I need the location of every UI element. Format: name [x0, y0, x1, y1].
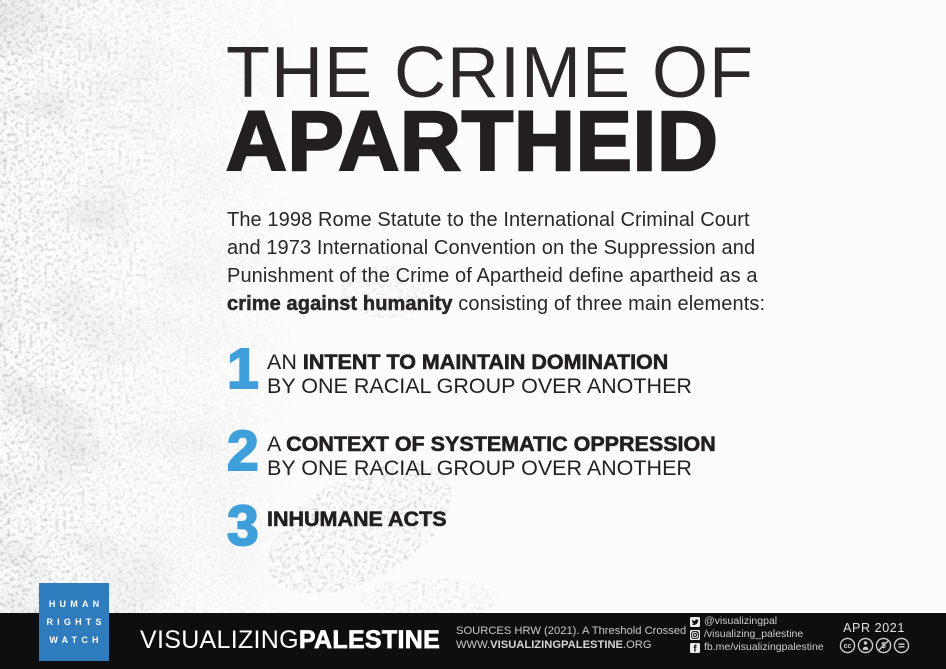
item-number: 3 — [226, 494, 260, 558]
item-text: AN INTENT TO MAINTAIN DOMINATION BY ONE … — [267, 345, 692, 398]
item-line-2: BY ONE RACIAL GROUP OVER ANOTHER — [267, 456, 692, 480]
item-text: A CONTEXT OF SYSTEMATIC OPPRESSION BY ON… — [267, 427, 716, 480]
list-item-3: 3 INHUMANE ACTS — [226, 494, 447, 558]
sources-line: SOURCES HRW (2021). A Threshold Crossed — [456, 625, 687, 637]
visualizing-palestine-logo: VISUALIZINGPALESTINE — [140, 626, 441, 654]
facebook-handle: fb.me/visualizingpalestine — [704, 641, 824, 654]
twitter-handle: @visualizingpal — [704, 615, 778, 628]
intro-line: and 1973 International Convention on the… — [227, 237, 756, 259]
social-row-instagram: /visualizing_palestine — [690, 629, 824, 641]
intro-bold-phrase: crime against humanity — [227, 293, 453, 316]
item-number: 1 — [226, 337, 260, 401]
license-block: APR 2021 cc $ — [834, 621, 914, 654]
intro-line: Punishment of the Crime of Apartheid def… — [227, 265, 758, 287]
social-row-twitter: @visualizingpal — [690, 616, 824, 628]
cc-icon: cc — [839, 637, 855, 654]
intro-line: crime against humanity consisting of thr… — [227, 290, 765, 318]
item-lead: A — [267, 432, 287, 456]
brand-bold: PALESTINE — [298, 626, 441, 654]
item-lead: AN — [267, 350, 303, 374]
nd-icon — [893, 637, 909, 654]
creative-commons-icons: cc $ — [834, 637, 914, 654]
instagram-handle: /visualizing_palestine — [704, 628, 804, 641]
item-line-1: AN INTENT TO MAINTAIN DOMINATION — [267, 350, 692, 375]
url-bold: VISUALIZINGPALESTINE — [490, 638, 623, 651]
item-bold: CONTEXT OF SYSTEMATIC OPPRESSION — [286, 432, 716, 457]
instagram-icon — [690, 629, 700, 640]
intro-line: The 1998 Rome Statute to the Internation… — [227, 209, 750, 231]
brand-light: VISUALIZING — [140, 626, 299, 654]
list-item-2: 2 A CONTEXT OF SYSTEMATIC OPPRESSION BY … — [226, 419, 716, 483]
title-line-1: THE CRIME OF — [226, 33, 754, 113]
item-text: INHUMANE ACTS — [267, 502, 447, 532]
publication-date: APR 2021 — [843, 621, 905, 635]
hrw-logo-line: WATCH — [49, 634, 103, 645]
item-number: 2 — [226, 419, 260, 483]
item-bold: INTENT TO MAINTAIN DOMINATION — [302, 350, 669, 375]
social-row-facebook: fb.me/visualizingpalestine — [690, 642, 824, 654]
item-line-1: INHUMANE ACTS — [267, 507, 447, 532]
intro-paragraph: The 1998 Rome Statute to the Internation… — [227, 206, 765, 318]
twitter-icon — [690, 616, 700, 627]
item-line-2: BY ONE RACIAL GROUP OVER ANOTHER — [267, 374, 692, 398]
url-prefix: WWW. — [456, 638, 491, 651]
social-handles: @visualizingpal /visualizing_palestine f… — [690, 616, 824, 654]
item-line-1: A CONTEXT OF SYSTEMATIC OPPRESSION — [267, 432, 716, 457]
intro-line-rest: consisting of three main elements: — [452, 293, 766, 315]
sources-block: SOURCES HRW (2021). A Threshold Crossed … — [456, 625, 686, 652]
list-item-1: 1 AN INTENT TO MAINTAIN DOMINATION BY ON… — [226, 337, 692, 401]
website-url: WWW.VISUALIZINGPALESTINE.ORG — [456, 639, 686, 653]
page-title: THE CRIME OF APARTHEID — [225, 33, 754, 188]
facebook-icon — [690, 642, 700, 653]
nc-icon: $ — [875, 637, 891, 654]
svg-text:cc: cc — [843, 642, 851, 650]
item-bold: INHUMANE ACTS — [267, 507, 447, 532]
url-suffix: .ORG — [622, 638, 652, 651]
hrw-logo-line: RIGHTS — [46, 616, 106, 627]
by-icon — [857, 637, 873, 654]
title-line-2: APARTHEID — [225, 94, 719, 188]
hrw-logo-line: HUMAN — [48, 598, 104, 609]
human-rights-watch-logo: HUMAN RIGHTS WATCH — [39, 583, 109, 661]
